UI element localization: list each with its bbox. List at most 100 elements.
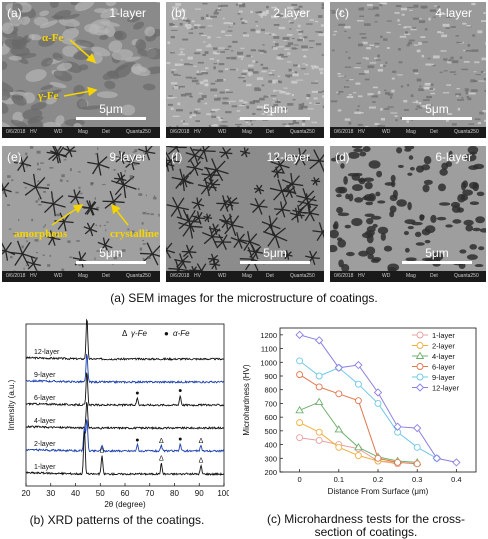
sem-panel-12-layer: (f) 12-layer 5μm 0/6/2018 HV WD Mag Det Quanta25… <box>166 146 324 282</box>
xrd-caption: (b) XRD patterns of the coatings. <box>29 513 205 527</box>
y-tick-label: 400 <box>264 441 277 450</box>
peak-marker: Δ <box>100 447 105 454</box>
xrd-pattern-6-layer <box>25 372 225 408</box>
series-label: 4-layer <box>34 418 56 425</box>
data-point-12-layer <box>315 336 324 345</box>
sem-info-field: Quanta250 <box>290 273 315 279</box>
x-tick-label: 40 <box>71 489 80 498</box>
series-label: 12-layer <box>34 349 60 356</box>
data-point-2-layer <box>296 419 304 427</box>
sem-panel-tag: (a) <box>7 6 22 20</box>
sem-info-field: Quanta250 <box>290 129 315 135</box>
gamma-arrow <box>63 86 98 97</box>
data-point-9-layer <box>413 443 421 451</box>
data-point-6-layer <box>394 458 402 466</box>
sem-panel-6-layer: (d) 6-layer 5μm 0/6/2018 HV WD Mag Det Quanta250 <box>330 146 486 282</box>
data-point-12-layer <box>452 458 461 467</box>
crystalline-label: crystalline <box>110 228 159 240</box>
y-tick-label: 200 <box>264 468 277 477</box>
x-axis-label: 2θ (degree) <box>104 500 146 509</box>
sem-info-field: HV <box>358 129 365 135</box>
sem-panel-title: 4-layer <box>435 6 472 20</box>
scale-bar-line <box>76 117 146 120</box>
series-label: 6-layer <box>34 395 56 402</box>
amorphous-arrow <box>51 204 84 226</box>
data-point-1-layer <box>315 437 323 444</box>
sem-info-field: WD <box>382 273 391 279</box>
scale-bar-line <box>402 261 472 264</box>
sem-panel-9-layer: (e) 9-layer 5μm 0/6/2018 HV WD Mag Det Quanta250 <box>2 146 160 282</box>
legend-name: α-Fe <box>173 329 190 338</box>
sem-info-field: 0/6/2018 <box>170 273 190 279</box>
sem-info-field: 0/6/2018 <box>170 129 190 135</box>
sem-panel-title: 2-layer <box>273 6 310 20</box>
data-point-12-layer <box>354 360 363 370</box>
sem-panel-title: 1-layer <box>109 6 146 20</box>
scale-bar-line <box>240 117 310 120</box>
sem-info-field: Mag <box>242 273 252 279</box>
microhardness-chart: 200 300 400 500 600 700 800 900 1000 1100 1200 0 0.1… <box>242 327 477 496</box>
data-point-9-layer <box>416 373 424 381</box>
scale-bar: 5μm <box>402 246 472 264</box>
series-line-9-layer <box>299 360 438 459</box>
hv-caption-line2: section of coatings. <box>314 525 418 539</box>
data-point-6-layer <box>354 397 362 405</box>
y-tick-label: 1200 <box>260 331 277 340</box>
xrd-pattern-4-layer <box>25 402 225 431</box>
sem-info-field: 0/6/2018 <box>334 273 354 279</box>
crystalline-arrow <box>111 203 129 226</box>
peak-marker: Δ <box>159 438 164 445</box>
scale-bar: 5μm <box>76 102 146 120</box>
legend-label: 6-layer <box>432 363 455 372</box>
hv-caption-line1: (c) Microhardness tests for the cross- <box>266 512 466 526</box>
sem-info-field: Quanta250 <box>126 129 151 135</box>
sem-micrograph <box>330 146 486 282</box>
data-point-9-layer <box>374 399 382 407</box>
sem-panel-tag: (b) <box>171 6 186 20</box>
data-point-2-layer <box>354 452 362 459</box>
sem-info-bar: 0/6/2018 HV WD Mag Det Quanta250 <box>2 127 160 138</box>
sem-info-field: HV <box>30 129 37 135</box>
sem-info-field: Mag <box>242 129 252 135</box>
y-tick-label: 700 <box>264 399 277 408</box>
legend-symbol: Δ <box>122 329 128 338</box>
scale-bar-line <box>76 261 146 264</box>
series-label: 2-layer <box>34 441 56 448</box>
data-point-12-layer <box>432 454 441 463</box>
sem-panel-tag: (c) <box>335 6 349 20</box>
scale-bar-label: 5μm <box>99 102 123 116</box>
x-tick-label: 80 <box>170 489 179 498</box>
data-point-1-layer <box>296 434 304 442</box>
scale-bar: 5μm <box>240 246 310 264</box>
series-label: 1-layer <box>34 464 56 471</box>
scale-bar: 5μm <box>240 102 310 120</box>
peak-marker: ● <box>178 388 182 395</box>
x-tick-label: 0.2 <box>373 475 383 484</box>
sem-panel-tag: (e) <box>7 150 22 164</box>
sem-panel-title: 6-layer <box>435 150 472 164</box>
legend-label: 2-layer <box>432 342 455 351</box>
scale-bar-line <box>402 117 472 120</box>
xrd-pattern-1-layer <box>25 430 225 476</box>
sem-info-field: HV <box>194 273 201 279</box>
data-point-2-layer <box>315 428 323 436</box>
sem-info-field: 0/6/2018 <box>6 273 26 279</box>
sem-info-field: Quanta250 <box>454 273 479 279</box>
data-point-9-layer <box>296 357 304 365</box>
x-tick-label: 30 <box>46 489 55 498</box>
peak-marker: Δ <box>199 458 204 465</box>
sem-info-field: HV <box>358 273 365 279</box>
x-tick-label: 90 <box>195 489 204 498</box>
sem-info-field: Det <box>430 273 438 279</box>
y-tick-label: 300 <box>264 454 277 463</box>
scale-bar-label: 5μm <box>99 246 123 260</box>
data-point-4-layer <box>314 397 324 406</box>
sem-info-bar: 0/6/2018 HV WD Mag Det Quanta250 <box>330 127 486 138</box>
legend-label: 12-layer <box>432 384 460 393</box>
sem-info-bar: 0/6/2018 HV WD Mag Det Quanta250 <box>2 271 160 282</box>
data-point-2-layer <box>416 342 424 349</box>
data-point-9-layer <box>315 372 323 380</box>
legend-name: γ-Fe <box>131 329 148 338</box>
legend-label: 1-layer <box>432 331 455 340</box>
sem-micrograph <box>330 2 486 138</box>
